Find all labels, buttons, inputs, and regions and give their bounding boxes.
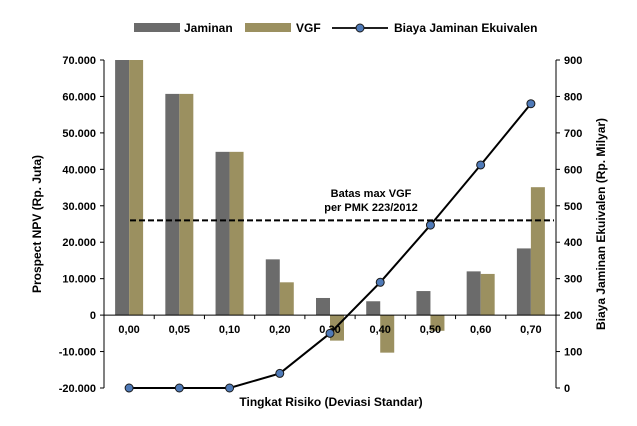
y-tick-label: 20.000 <box>62 237 96 249</box>
line-point-biaya-5 <box>375 277 385 287</box>
bar-jaminan-0 <box>115 60 130 316</box>
legend-item-vgf: VGF <box>245 21 321 35</box>
y-axis-title-left: Prospect NPV (Rp. Juta) <box>30 155 44 293</box>
bar-vgf-2 <box>229 151 244 316</box>
legend-label-vgf: VGF <box>296 21 321 35</box>
y-tick-label: -10.000 <box>59 347 96 359</box>
x-tick-label: 0,40 <box>370 324 391 336</box>
y2-tick-label: 100 <box>564 347 582 359</box>
y2-tick-label: 200 <box>564 310 582 322</box>
y2-tick-label: 600 <box>564 164 582 176</box>
x-tick-label: 0,00 <box>118 324 139 336</box>
y2-tick-label: 500 <box>564 201 582 213</box>
bar-vgf-7 <box>480 273 495 316</box>
line-point-biaya-0 <box>124 383 134 393</box>
y-tick-label: 10.000 <box>62 274 96 286</box>
legend-item-biaya: Biaya Jaminan Ekuivalen <box>332 21 537 35</box>
y2-tick-label: 0 <box>564 383 570 395</box>
x-tick-label: 0,70 <box>520 324 541 336</box>
bar-jaminan-2 <box>215 151 230 316</box>
x-tick-label: 0,60 <box>470 324 491 336</box>
line-point-biaya-4 <box>325 328 335 338</box>
bar-jaminan-6 <box>416 291 431 316</box>
y-tick-label: 70.000 <box>62 55 96 67</box>
bar-vgf-8 <box>530 187 545 316</box>
reference-label-line2: per PMK 223/2012 <box>324 202 418 214</box>
bar-jaminan-7 <box>466 271 481 316</box>
y-tick-label: -20.000 <box>59 383 96 395</box>
bar-vgf-0 <box>129 60 144 316</box>
legend-swatch-jaminan <box>134 23 180 32</box>
legend-label-biaya: Biaya Jaminan Ekuivalen <box>394 21 537 35</box>
y-axis-title-right: Biaya Jaminan Ekuivalen (Rp. Milyar) <box>594 118 608 330</box>
reference-label-line1: Batas max VGF <box>331 188 412 200</box>
x-axis-title: Tingkat Risiko (Deviasi Standar) <box>239 395 422 409</box>
bar-vgf-5 <box>380 315 395 353</box>
line-point-biaya-2 <box>225 383 235 393</box>
bar-vgf-3 <box>279 282 294 316</box>
x-tick-label: 0,20 <box>269 324 290 336</box>
y2-tick-label: 400 <box>564 237 582 249</box>
legend: Jaminan VGF Biaya Jaminan Ekuivalen <box>134 21 537 35</box>
x-tick-label: 0,10 <box>219 324 240 336</box>
line-point-biaya-7 <box>476 160 486 170</box>
y-tick-label: 50.000 <box>62 128 96 140</box>
y-tick-label: 0 <box>90 310 96 322</box>
plot-area: -20.000 -10.000 0 10.000 20.000 30.000 40.000 5… <box>59 55 583 395</box>
line-point-biaya-3 <box>275 368 285 378</box>
line-point-biaya-1 <box>174 383 184 393</box>
legend-marker-biaya <box>355 23 365 33</box>
y-tick-label: 60.000 <box>62 91 96 103</box>
y2-tick-label: 700 <box>564 128 582 140</box>
bar-vgf-6 <box>430 315 445 331</box>
x-tick-label: 0,50 <box>420 324 441 336</box>
x-tick-label: 0,05 <box>169 324 190 336</box>
y-tick-label: 40.000 <box>62 164 96 176</box>
legend-swatch-vgf <box>245 23 291 32</box>
legend-label-jaminan: Jaminan <box>184 21 233 35</box>
bar-jaminan-1 <box>165 93 180 316</box>
bar-jaminan-4 <box>316 297 330 316</box>
y2-tick-label: 900 <box>564 55 582 67</box>
bar-jaminan-5 <box>366 301 381 316</box>
y2-tick-label: 800 <box>564 91 582 103</box>
legend-item-jaminan: Jaminan <box>134 21 233 35</box>
line-point-biaya-6 <box>425 220 435 230</box>
line-point-biaya-8 <box>526 99 536 109</box>
bar-jaminan-3 <box>265 259 280 316</box>
bar-jaminan-8 <box>516 248 531 316</box>
y2-tick-label: 300 <box>564 274 582 286</box>
bar-vgf-1 <box>179 93 194 316</box>
y-tick-label: 30.000 <box>62 201 96 213</box>
